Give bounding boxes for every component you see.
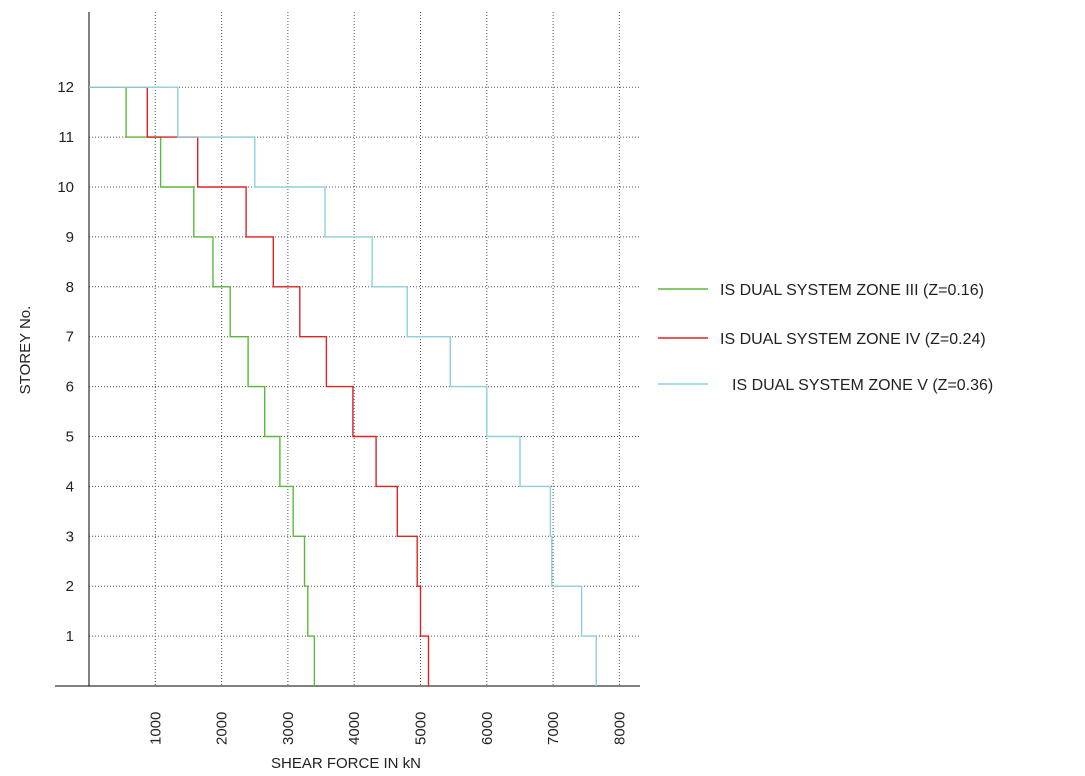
legend: IS DUAL SYSTEM ZONE III (Z=0.16) IS DUAL … [658, 282, 993, 394]
y-tick-label: 9 [66, 229, 74, 246]
y-axis-title: STOREY No. [17, 306, 34, 395]
legend-label: IS DUAL SYSTEM ZONE III (Z=0.16) [720, 282, 984, 299]
x-tick-label: 4000 [346, 712, 363, 745]
series-group [89, 86, 597, 686]
legend-label: IS DUAL SYSTEM ZONE IV (Z=0.24) [720, 331, 986, 348]
series-line-3 [89, 86, 597, 686]
y-tick-label: 4 [66, 478, 74, 495]
x-tick-label: 8000 [611, 712, 628, 745]
y-tick-label: 11 [58, 129, 74, 146]
x-tick-label: 1000 [147, 712, 164, 745]
y-tick-label: 12 [57, 79, 74, 96]
y-tick-label: 3 [66, 528, 74, 545]
series-line-1 [89, 86, 316, 686]
x-tick-label: 7000 [545, 712, 562, 745]
axes [55, 12, 640, 687]
y-tick-label: 2 [66, 578, 74, 595]
grid-lines [89, 12, 640, 686]
y-tick-label: 7 [66, 329, 74, 346]
y-tick-label: 1 [66, 628, 74, 645]
y-tick-label: 6 [66, 379, 74, 396]
y-tick-label: 8 [66, 279, 74, 296]
x-tick-label: 3000 [280, 712, 297, 745]
y-tick-label: 5 [66, 429, 74, 446]
x-tick-label: 5000 [413, 712, 430, 745]
legend-label: IS DUAL SYSTEM ZONE V (Z=0.36) [732, 377, 993, 394]
x-tick-label: 2000 [214, 712, 231, 745]
x-tick-label: 6000 [479, 712, 496, 745]
y-tick-label: 10 [57, 179, 74, 196]
series-line-2 [89, 86, 430, 686]
x-axis-title: SHEAR FORCE IN kN [271, 755, 421, 772]
